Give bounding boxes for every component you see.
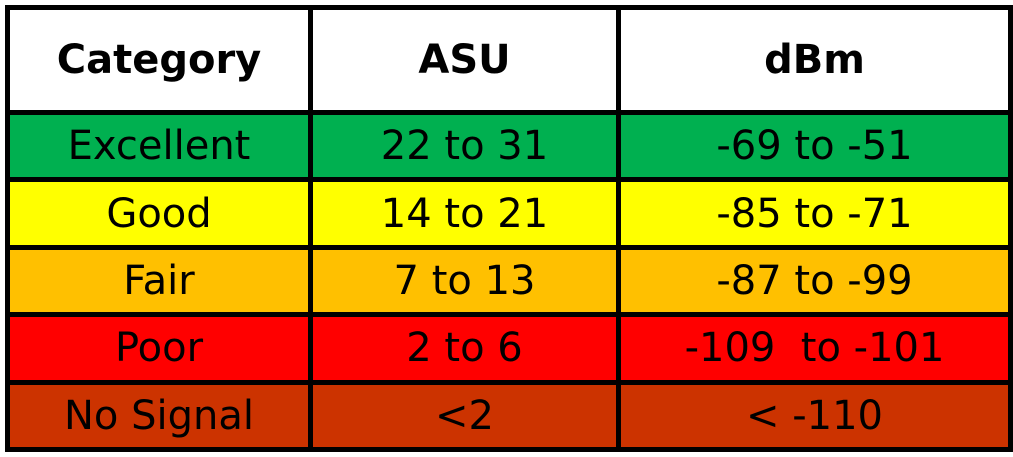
table-row: Good 14 to 21 -85 to -71 — [5, 177, 1013, 250]
table-row: No Signal <2 < -110 — [5, 379, 1013, 453]
signal-strength-table: Category ASU dBm Excellent 22 to 31 -69 … — [5, 5, 1013, 453]
dbm-cell: -85 to -71 — [616, 177, 1013, 250]
signal-strength-table-container: Category ASU dBm Excellent 22 to 31 -69 … — [5, 5, 1013, 453]
table-row: Poor 2 to 6 -109 to -101 — [5, 312, 1013, 385]
category-cell: Good — [5, 177, 313, 250]
dbm-cell: -69 to -51 — [616, 109, 1013, 183]
category-cell: No Signal — [5, 379, 313, 453]
header-dbm: dBm — [616, 5, 1013, 115]
table-row: Fair 7 to 13 -87 to -99 — [5, 244, 1013, 318]
asu-cell: 7 to 13 — [308, 244, 621, 318]
header-category: Category — [5, 5, 313, 115]
asu-cell: 2 to 6 — [308, 312, 621, 385]
asu-cell: 22 to 31 — [308, 109, 621, 183]
asu-cell: 14 to 21 — [308, 177, 621, 250]
dbm-cell: -87 to -99 — [616, 244, 1013, 318]
category-cell: Fair — [5, 244, 313, 318]
category-cell: Poor — [5, 312, 313, 385]
asu-cell: <2 — [308, 379, 621, 453]
dbm-cell: < -110 — [616, 379, 1013, 453]
category-cell: Excellent — [5, 109, 313, 183]
header-asu: ASU — [308, 5, 621, 115]
dbm-cell: -109 to -101 — [616, 312, 1013, 385]
table-row: Excellent 22 to 31 -69 to -51 — [5, 109, 1013, 183]
header-row: Category ASU dBm — [5, 5, 1013, 115]
